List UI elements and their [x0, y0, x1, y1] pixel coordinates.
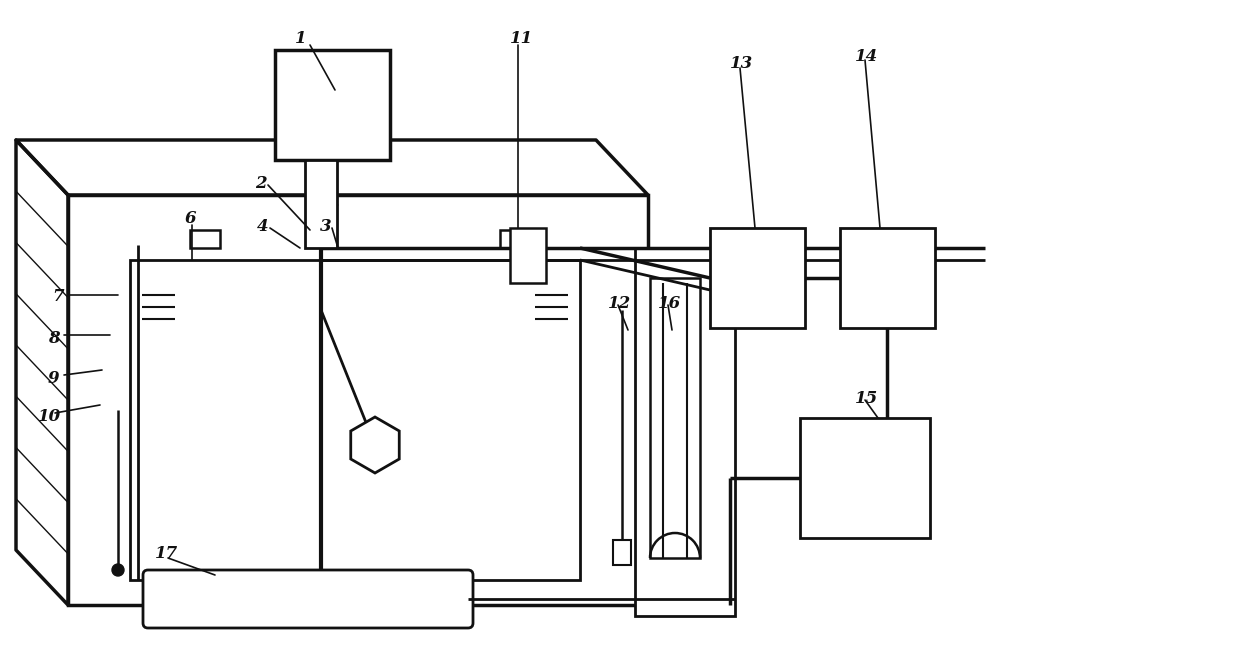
Bar: [190, 230, 221, 248]
Text: 9: 9: [48, 370, 59, 387]
Bar: [710, 228, 805, 328]
Bar: [840, 228, 935, 328]
Text: 8: 8: [48, 330, 59, 347]
Text: 7: 7: [52, 288, 63, 305]
Text: 11: 11: [510, 30, 533, 47]
Bar: [501, 230, 530, 248]
Circle shape: [112, 564, 124, 576]
Text: 13: 13: [730, 55, 753, 72]
Bar: [510, 228, 546, 283]
Text: 15: 15: [855, 390, 878, 407]
Polygon shape: [16, 140, 648, 195]
Text: 16: 16: [658, 295, 681, 312]
Text: 17: 17: [155, 545, 178, 562]
Text: 1: 1: [295, 30, 306, 47]
Bar: [305, 160, 337, 248]
Text: 14: 14: [855, 48, 878, 65]
FancyBboxPatch shape: [142, 570, 473, 628]
Text: 10: 10: [38, 408, 61, 425]
Polygon shape: [16, 140, 68, 605]
Bar: [275, 50, 390, 160]
Text: 12: 12: [608, 295, 631, 312]
Text: 6: 6: [185, 210, 197, 227]
Bar: [650, 278, 700, 558]
Bar: [130, 260, 580, 580]
Text: 2: 2: [255, 175, 266, 192]
Bar: [613, 540, 631, 565]
Text: 4: 4: [256, 218, 269, 235]
Text: 3: 3: [320, 218, 332, 235]
Polygon shape: [351, 417, 399, 473]
Bar: [636, 248, 735, 616]
Bar: [68, 195, 648, 605]
Bar: [800, 418, 930, 538]
